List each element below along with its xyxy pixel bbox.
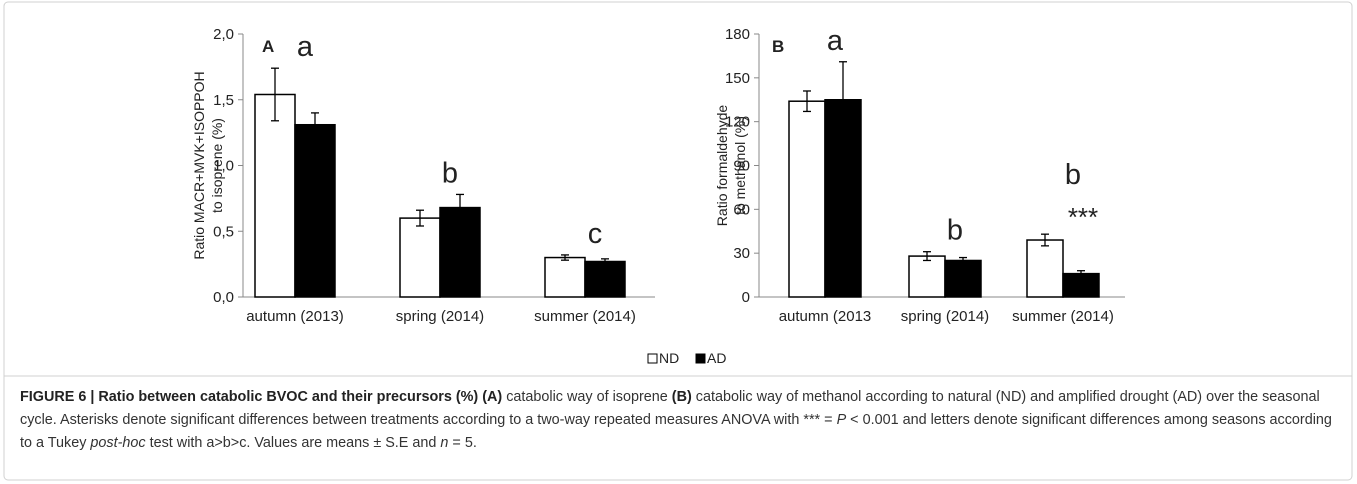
error-bar: [839, 61, 847, 139]
frame: [3, 1, 1353, 481]
error-bar: [1077, 270, 1085, 278]
caption-text: (B): [671, 389, 692, 405]
y-tick-label: 90: [733, 158, 750, 175]
y-tick-label: 2,0: [213, 26, 234, 43]
error-bar: [959, 256, 967, 265]
panel-label: B: [772, 37, 784, 56]
x-tick-label: summer (2014): [534, 308, 636, 325]
letter-label: b: [947, 215, 963, 247]
bar: [908, 255, 946, 298]
error-bar: [923, 251, 931, 262]
bar: [824, 99, 862, 298]
y-tick-label: 1,0: [213, 158, 234, 175]
error-bar: [1041, 233, 1049, 247]
bar: [544, 256, 586, 298]
legend-label: AD: [707, 350, 726, 366]
y-axis-title: Ratio MACR+MVK+ISOPPOH: [191, 71, 207, 259]
y-tick-label: 0,5: [213, 223, 234, 240]
bar: [294, 123, 336, 298]
bar: [1026, 239, 1064, 298]
caption-text: = 5.: [448, 435, 477, 451]
letter-label: a: [827, 25, 844, 57]
x-tick-label: autumn (2013: [779, 308, 872, 325]
panel-label: A: [262, 37, 274, 56]
legend-label: ND: [659, 350, 679, 366]
error-bar: [561, 254, 569, 261]
caption: FIGURE 6 | Ratio between catabolic BVOC …: [20, 386, 1335, 455]
y-tick-label: 1,5: [213, 92, 234, 109]
letter-label: a: [297, 31, 314, 63]
bar: [944, 259, 982, 298]
caption-text: < 0.001 and letters denote significant d…: [20, 412, 1332, 451]
x-tick-label: spring (2014): [396, 308, 484, 325]
y-tick-label: 30: [733, 245, 750, 262]
error-bar: [456, 193, 464, 222]
letter-label: b: [1065, 159, 1081, 191]
y-axis-title: to methanol (%): [732, 116, 748, 215]
bar: [399, 217, 441, 298]
x-tick-label: summer (2014): [1012, 308, 1114, 325]
caption-text: post-hoc: [90, 435, 146, 451]
legend-swatch: [647, 353, 658, 364]
letter-label: c: [588, 218, 603, 250]
bar: [584, 260, 626, 298]
y-tick-label: 0,0: [213, 289, 234, 306]
legend-swatch: [695, 353, 706, 364]
error-bar: [416, 209, 424, 227]
y-axis-title: Ratio formaldehyde: [714, 105, 730, 227]
caption-text: catabolic way of isoprene: [502, 389, 672, 405]
caption-text: catabolic way of methanol according to n…: [20, 389, 1320, 428]
caption-text: P: [836, 412, 847, 428]
caption-text: test with a>b>c. Values are means ± S.E …: [145, 435, 441, 451]
error-bar: [271, 67, 279, 122]
y-tick-label: 180: [725, 26, 750, 43]
bar: [788, 100, 826, 298]
error-bar: [601, 258, 609, 265]
y-tick-label: 0: [742, 289, 750, 306]
y-tick-label: 120: [725, 114, 750, 131]
caption-title: FIGURE 6 | Ratio between catabolic BVOC …: [20, 389, 503, 405]
x-tick-label: autumn (2013): [246, 308, 344, 325]
error-bar: [311, 112, 319, 138]
significance-label: ***: [1068, 202, 1098, 232]
bar: [254, 93, 296, 298]
y-axis-title: to isoprene (%): [209, 118, 225, 213]
error-bar: [803, 90, 811, 113]
x-tick-label: spring (2014): [901, 308, 989, 325]
y-tick-label: 150: [725, 70, 750, 87]
caption-text: n: [440, 435, 449, 451]
letter-label: b: [442, 157, 458, 189]
y-tick-label: 60: [733, 201, 750, 218]
